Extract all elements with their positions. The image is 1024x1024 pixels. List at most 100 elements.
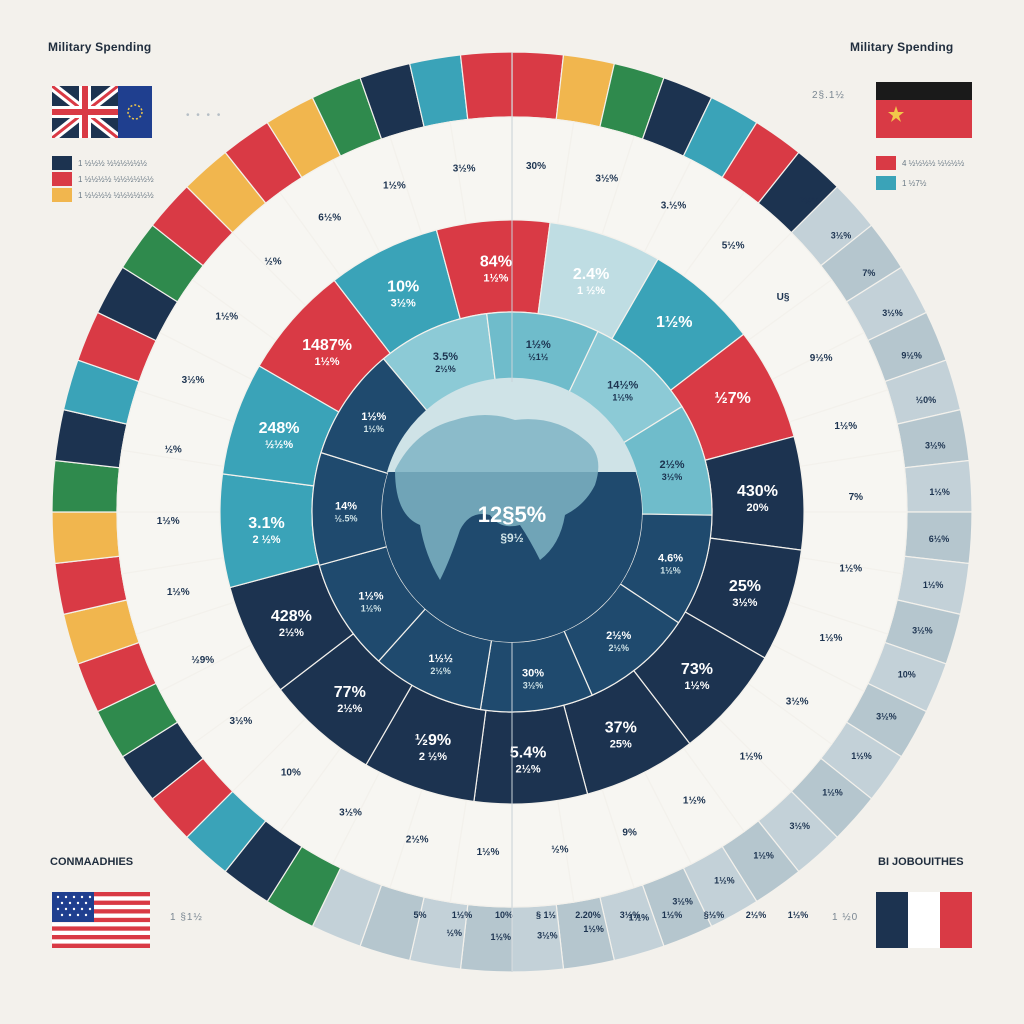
bottom-value: 2.20% [575, 910, 601, 920]
outer-ring-label: 3½% [182, 375, 205, 386]
middle-ring-label: 428% [271, 608, 312, 625]
inner-ring-label: 1½% [526, 339, 551, 351]
inner-ring-label: 1½% [358, 591, 383, 603]
middle-ring-label: 5.4% [510, 744, 546, 761]
swatch-red-right [876, 156, 896, 170]
middle-ring-label: 37% [605, 720, 637, 737]
outer-ring-label: 1½% [683, 796, 706, 807]
middle-ring-sublabel: 3½% [732, 597, 757, 609]
middle-ring-label: 2.4% [573, 266, 609, 283]
rim-label: 3½% [672, 897, 693, 907]
middle-ring-label: 73% [681, 661, 713, 678]
outer-ring-label: 3½% [230, 716, 253, 727]
outer-ring-label: ½% [165, 444, 182, 455]
outer-ring-label: 2½% [406, 835, 429, 846]
caption-bottom-left: CONMAADHIES [50, 856, 134, 868]
rim-label: 1½% [714, 876, 735, 886]
outer-ring-label: 3½% [453, 163, 476, 174]
outer-ring-label: 10% [281, 768, 301, 779]
outer-ring-label: 1½% [157, 516, 180, 527]
rim-label: 1½% [851, 751, 872, 761]
outer-ring-label: 1½% [839, 564, 862, 575]
center-value: 12§5% [478, 502, 547, 527]
rim-label: 9½% [901, 351, 922, 361]
middle-ring-label: 10% [387, 278, 419, 295]
outer-ring-label: 1½% [215, 312, 238, 323]
middle-ring-sublabel: 1½% [684, 680, 709, 692]
china-germany-flag-icon [876, 82, 972, 138]
outer-ring-label: 1½% [383, 181, 406, 192]
bottom-value: 3½% [620, 910, 641, 920]
outer-ring-label: 9½% [810, 353, 833, 364]
outer-ring-label: 3½% [595, 173, 618, 184]
legend-left-row-3: 1 ½½½½ ½½½½½½ [52, 188, 154, 202]
bottom-value: 10% [495, 910, 513, 920]
middle-ring-label: 77% [334, 684, 366, 701]
inner-ring-sublabel: 2½% [430, 666, 451, 676]
inner-ring-sublabel: ½.5% [335, 513, 358, 523]
inner-ring-sublabel: 2½% [435, 364, 456, 374]
outer-ring-label: 3½% [786, 696, 809, 707]
outer-ring-label: 1½% [167, 587, 190, 598]
bottom-value: 1½% [788, 910, 809, 920]
year-right: 2§.1½ [812, 90, 845, 101]
middle-ring-label: 25% [729, 578, 761, 595]
swatch-red [52, 172, 72, 186]
legend-left-text-2: 1 ½½½½ ½½½½½½ [78, 174, 154, 184]
value-bottom-left: 1 §1½ [170, 912, 203, 923]
middle-ring-sublabel: 20% [746, 502, 768, 514]
rim-label: 3½% [882, 308, 903, 318]
outer-ring-label: 7% [849, 492, 864, 503]
legend-right-row-2: 1 ½7½ [876, 176, 926, 190]
rim-label: 1½% [923, 580, 944, 590]
inner-ring-sublabel: 1½% [612, 392, 633, 402]
middle-ring-sublabel: 2 ½% [419, 751, 447, 763]
rim-label: 3½% [831, 230, 852, 240]
inner-ring-sublabel: 3½% [662, 472, 683, 482]
rim-label: ½0% [916, 395, 937, 405]
inner-ring-sublabel: 1½% [361, 604, 382, 614]
outer-ring-label: 9% [622, 827, 637, 838]
france-flag-icon [876, 892, 972, 948]
inner-ring-label: 30% [522, 668, 544, 680]
outer-ring-label: 1½% [834, 421, 857, 432]
inner-ring-sublabel: ½1½ [528, 352, 549, 362]
legend-left-text-1: 1 ½½½ ½½½½½½ [78, 158, 147, 168]
rim-label: 1½% [753, 850, 774, 860]
outer-ring-label: 3½% [339, 808, 362, 819]
bottom-value: 5% [413, 910, 426, 920]
middle-ring-sublabel: 2½% [516, 763, 541, 775]
inner-ring-label: 1½% [361, 411, 386, 423]
outer-ring-label: ½% [264, 257, 281, 268]
outer-ring-label: 3.½% [661, 200, 687, 211]
inner-ring-label: 2½% [659, 459, 684, 471]
middle-ring-label: 1½% [656, 314, 692, 331]
middle-ring-sublabel: 1½% [315, 356, 340, 368]
middle-ring-label: 84% [480, 254, 512, 271]
middle-ring-label: 3.1% [248, 515, 284, 532]
rim-label: 1½% [929, 487, 950, 497]
rim-label: 3½% [790, 821, 811, 831]
caption-bottom-right: BI JOBOUITHES [878, 856, 964, 868]
inner-ring-sublabel: 1½% [364, 424, 385, 434]
rim-label: 10% [898, 670, 916, 680]
legend-left-text-3: 1 ½½½½ ½½½½½½ [78, 190, 154, 200]
bottom-value: §½% [704, 910, 725, 920]
inner-ring-label: 2½% [606, 630, 631, 642]
bottom-value: § 1½ [536, 910, 557, 920]
bottom-value: 2½% [746, 910, 767, 920]
rim-label: ½% [447, 928, 463, 938]
middle-ring-label: 248% [259, 420, 300, 437]
outer-ring-label: 1½% [477, 847, 500, 858]
inner-ring-label: 1½½ [428, 653, 452, 665]
value-bottom-right: 1 ½0 [832, 912, 859, 923]
inner-ring-sublabel: 3½% [523, 681, 544, 691]
middle-ring-label: 430% [737, 483, 778, 500]
swatch-navy [52, 156, 72, 170]
middle-ring-sublabel: 2 ½% [252, 534, 280, 546]
middle-ring-sublabel: ½½% [265, 439, 293, 451]
dots-left: • • • • [186, 110, 223, 121]
outer-ring-label: ½9% [191, 655, 214, 666]
legend-right-text-2: 1 ½7½ [902, 178, 927, 188]
